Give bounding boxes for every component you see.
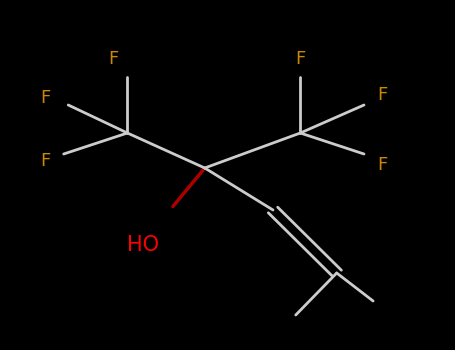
Text: F: F <box>40 152 51 170</box>
Text: HO: HO <box>127 235 159 255</box>
Text: F: F <box>40 89 51 107</box>
Text: F: F <box>377 85 387 104</box>
Text: F: F <box>109 50 119 69</box>
Text: F: F <box>295 50 305 69</box>
Text: F: F <box>377 155 387 174</box>
